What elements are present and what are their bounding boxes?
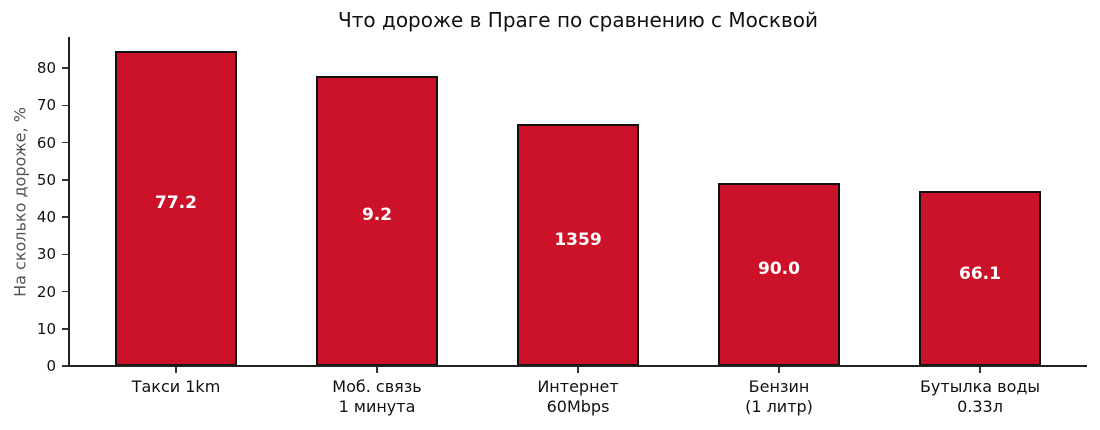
bar (115, 50, 237, 366)
x-tick-label: Бутылка воды 0.33л (919, 377, 1041, 416)
y-tick (62, 253, 69, 255)
x-tick (778, 367, 780, 373)
bar (718, 182, 840, 366)
y-tick-label: 30 (36, 245, 56, 264)
bar-annotation: 90.0 (758, 259, 800, 279)
y-tick (62, 141, 69, 144)
x-tick-label: Моб. связь 1 минута (332, 377, 422, 416)
y-tick-label: 60 (36, 133, 56, 152)
y-tick (62, 104, 69, 106)
x-tick (175, 367, 177, 373)
y-tick-label: 80 (36, 59, 56, 77)
bar (919, 190, 1041, 366)
y-tick-label: 50 (36, 170, 56, 189)
bar-annotation: 1359 (554, 230, 602, 250)
chart-title: Что дороже в Праге по сравнению с Москво… (338, 8, 818, 32)
y-tick (62, 216, 69, 218)
x-tick (376, 367, 378, 373)
x-tick (577, 367, 579, 373)
x-tick-label: Бензин (1 литр) (745, 377, 813, 416)
y-tick (62, 328, 69, 330)
y-axis-spine (68, 37, 70, 367)
y-tick (62, 67, 69, 69)
y-tick-label: 0 (46, 357, 56, 375)
y-tick (62, 365, 69, 367)
x-tick-label: Такси 1km (131, 377, 221, 396)
bar-annotation: 9.2 (361, 205, 393, 225)
y-tick (62, 179, 69, 181)
x-tick (979, 367, 981, 373)
bar (517, 123, 639, 366)
y-tick (62, 290, 69, 293)
x-axis-spine (68, 365, 1087, 367)
y-tick-label: 70 (36, 96, 56, 115)
bar (316, 75, 438, 366)
y-tick-label: 10 (36, 319, 56, 338)
bar-annotation: 66.1 (959, 264, 1001, 284)
bar-annotation: 77.2 (155, 193, 197, 213)
x-tick-label: Интернет 60Mbps (537, 377, 619, 416)
y-tick-label: 40 (36, 208, 56, 226)
y-tick-label: 20 (36, 282, 56, 301)
